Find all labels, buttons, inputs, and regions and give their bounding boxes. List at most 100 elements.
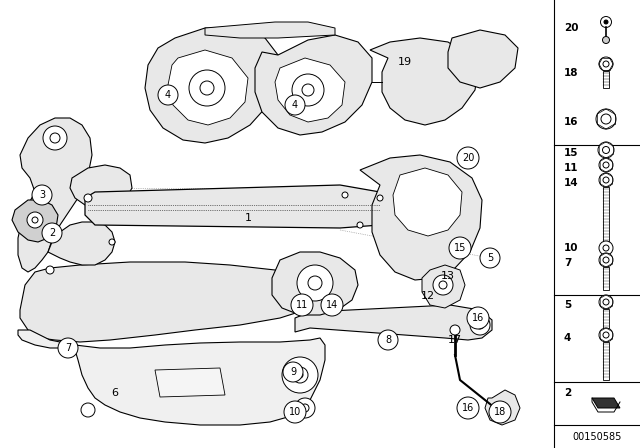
Text: 7: 7 (564, 258, 572, 268)
Circle shape (601, 114, 611, 124)
Text: 19: 19 (398, 57, 412, 67)
Circle shape (480, 248, 500, 268)
Polygon shape (603, 71, 609, 88)
Text: 6: 6 (111, 388, 118, 398)
Polygon shape (422, 265, 465, 308)
Circle shape (301, 404, 309, 412)
Circle shape (283, 362, 303, 382)
Circle shape (603, 162, 609, 168)
Circle shape (291, 294, 313, 316)
Text: 8: 8 (385, 335, 391, 345)
Circle shape (603, 257, 609, 263)
Circle shape (297, 372, 303, 378)
Circle shape (378, 330, 398, 350)
Circle shape (439, 281, 447, 289)
Polygon shape (155, 368, 225, 397)
Circle shape (81, 403, 95, 417)
Circle shape (470, 315, 490, 335)
Circle shape (42, 223, 62, 243)
Text: 7: 7 (65, 343, 71, 353)
Text: 15: 15 (564, 148, 579, 158)
Text: 14: 14 (326, 300, 338, 310)
Circle shape (43, 126, 67, 150)
Circle shape (599, 173, 613, 187)
Circle shape (457, 397, 479, 419)
Circle shape (285, 95, 305, 115)
Polygon shape (20, 262, 320, 342)
Circle shape (599, 158, 613, 172)
Text: 00150585: 00150585 (572, 432, 621, 442)
Circle shape (46, 266, 54, 274)
Circle shape (302, 84, 314, 96)
Circle shape (467, 307, 489, 329)
Polygon shape (272, 252, 358, 315)
Circle shape (433, 275, 453, 295)
Circle shape (602, 36, 609, 43)
Circle shape (603, 61, 609, 67)
Polygon shape (205, 22, 335, 38)
Text: 16: 16 (462, 403, 474, 413)
Circle shape (603, 332, 609, 338)
Circle shape (450, 325, 460, 335)
Polygon shape (70, 165, 132, 210)
Text: 2: 2 (564, 388, 572, 398)
Text: 4: 4 (292, 100, 298, 110)
Circle shape (598, 142, 614, 158)
Circle shape (596, 109, 616, 129)
Circle shape (489, 401, 511, 423)
Circle shape (377, 195, 383, 201)
Polygon shape (360, 155, 482, 280)
Circle shape (599, 295, 613, 309)
Circle shape (58, 338, 78, 358)
Circle shape (295, 398, 315, 418)
Circle shape (297, 265, 333, 301)
Polygon shape (485, 390, 520, 425)
Text: 4: 4 (165, 90, 171, 100)
Text: 15: 15 (454, 243, 466, 253)
Polygon shape (603, 309, 609, 330)
Polygon shape (255, 35, 372, 135)
Circle shape (602, 146, 609, 154)
Circle shape (50, 133, 60, 143)
Text: 16: 16 (564, 117, 579, 127)
Circle shape (200, 81, 214, 95)
Text: 20: 20 (462, 153, 474, 163)
Circle shape (282, 357, 318, 393)
Polygon shape (48, 222, 115, 265)
Polygon shape (603, 187, 609, 245)
Circle shape (357, 222, 363, 228)
Text: 5: 5 (487, 253, 493, 263)
Circle shape (158, 85, 178, 105)
Text: 2: 2 (49, 228, 55, 238)
Polygon shape (12, 200, 58, 242)
Text: 9: 9 (290, 367, 296, 377)
Circle shape (599, 328, 613, 342)
Polygon shape (370, 38, 478, 125)
Circle shape (475, 317, 481, 323)
Polygon shape (393, 168, 462, 236)
Text: 10: 10 (564, 243, 579, 253)
Circle shape (342, 192, 348, 198)
Text: 11: 11 (296, 300, 308, 310)
Polygon shape (18, 330, 325, 425)
Polygon shape (295, 305, 492, 340)
Circle shape (476, 321, 484, 329)
Text: 18: 18 (564, 68, 579, 78)
Circle shape (599, 253, 613, 267)
Circle shape (308, 276, 322, 290)
Circle shape (284, 401, 306, 423)
Circle shape (457, 147, 479, 169)
Polygon shape (592, 398, 620, 408)
Circle shape (600, 17, 611, 27)
Circle shape (32, 217, 38, 223)
Circle shape (449, 237, 471, 259)
Circle shape (27, 212, 43, 228)
Text: 11: 11 (564, 163, 579, 173)
Circle shape (321, 294, 343, 316)
Polygon shape (85, 185, 390, 228)
Text: 20: 20 (564, 23, 579, 33)
Circle shape (599, 241, 613, 255)
Text: 5: 5 (564, 300, 572, 310)
Circle shape (604, 20, 608, 24)
Polygon shape (448, 30, 518, 88)
